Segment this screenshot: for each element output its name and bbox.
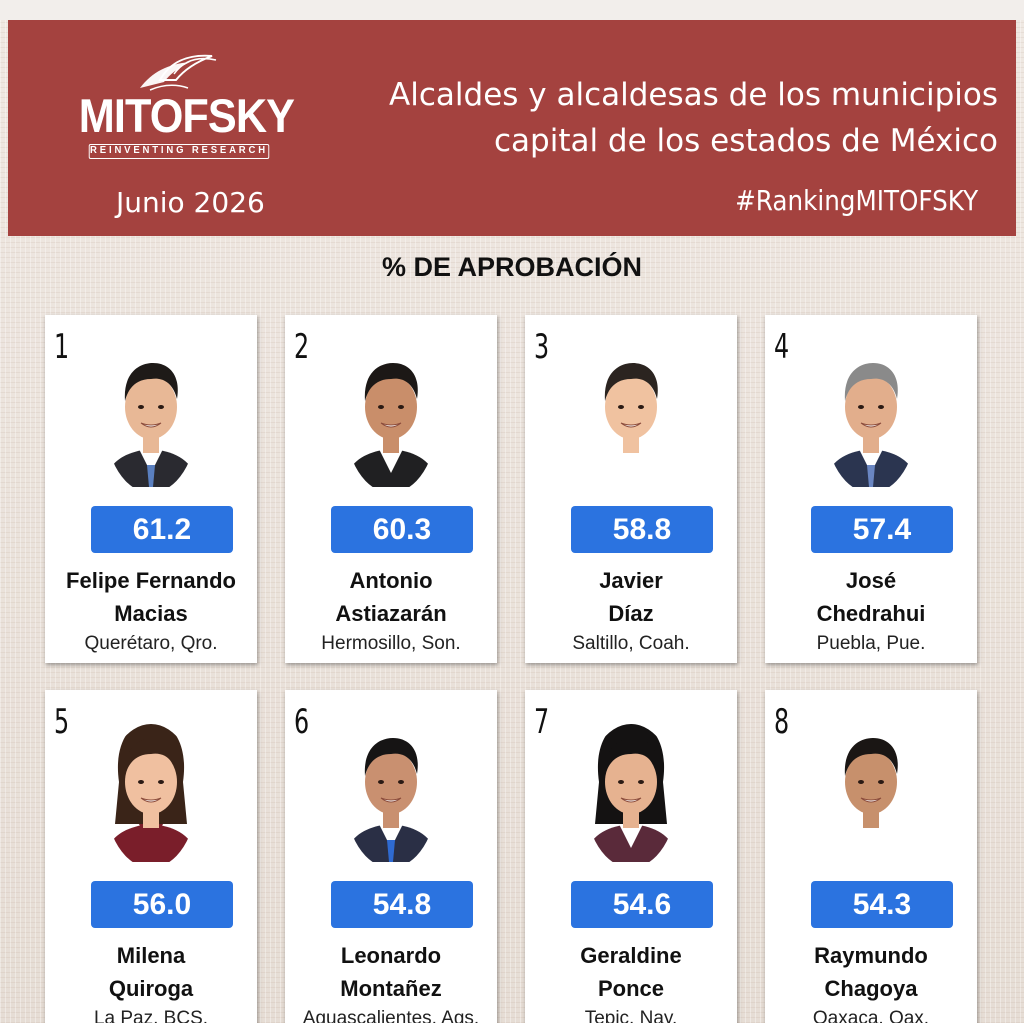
mayor-first-name: Milena — [116, 943, 186, 968]
ranking-card: 1 — [45, 315, 257, 663]
mayor-first-name: Raymundo — [814, 943, 928, 968]
ranking-card: 3 — [525, 315, 737, 663]
header-banner: MITOFSKY REINVENTING RESEARCH Junio 2026… — [8, 20, 1016, 236]
mayor-last-name: Ponce — [597, 976, 665, 1001]
report-date: Junio 2026 — [116, 186, 265, 219]
rank-number: 7 — [534, 702, 550, 742]
rank-number: 2 — [294, 327, 310, 367]
person-icon — [825, 349, 917, 487]
title-line-1: Alcaldes y alcaldesas de los municipios — [389, 77, 998, 113]
person-icon — [105, 724, 197, 862]
rank-number: 8 — [774, 702, 790, 742]
approval-score-badge: 56.0 — [91, 881, 233, 928]
ranking-card: 4 — [765, 315, 977, 663]
municipality-label: Oaxaca, Oax. — [812, 1008, 930, 1023]
rank-number: 6 — [294, 702, 310, 742]
portrait-photo — [583, 337, 679, 487]
portrait-photo — [343, 712, 439, 862]
mayor-last-name: Chagoya — [824, 976, 918, 1001]
mayor-last-name: Díaz — [608, 601, 654, 626]
municipality-label: Tepic, Nay. — [584, 1008, 678, 1023]
approval-score-badge: 54.6 — [571, 881, 713, 928]
approval-score-badge: 61.2 — [91, 506, 233, 553]
municipality-label: Saltillo, Coah. — [572, 633, 690, 654]
mayor-first-name: Antonio — [349, 568, 433, 593]
ranking-card: 6 — [285, 690, 497, 1023]
approval-score-badge: 60.3 — [331, 506, 473, 553]
ranking-card: 7 — [525, 690, 737, 1023]
portrait-photo — [583, 712, 679, 862]
mayor-last-name: Astiazarán — [335, 601, 447, 626]
bird-logo-icon — [140, 54, 217, 91]
person-icon — [345, 724, 437, 862]
mitofsky-logo: MITOFSKY REINVENTING RESEARCH — [70, 50, 295, 180]
hashtag: #RankingMITOFSKY — [734, 184, 978, 217]
mayor-last-name: Montañez — [340, 976, 442, 1001]
approval-score-badge: 58.8 — [571, 506, 713, 553]
municipality-label: Aguascalientes, Ags. — [302, 1008, 480, 1023]
person-icon — [825, 724, 917, 862]
mayor-first-name: Geraldine — [580, 943, 682, 968]
ranking-card: 5 — [45, 690, 257, 1023]
municipality-label: Hermosillo, Son. — [321, 633, 461, 654]
portrait-photo — [823, 337, 919, 487]
approval-score-badge: 54.3 — [811, 881, 953, 928]
mayor-first-name: Leonardo — [340, 943, 442, 968]
person-icon — [105, 349, 197, 487]
person-icon — [585, 724, 677, 862]
person-icon — [345, 349, 437, 487]
mayor-last-name: Macias — [114, 601, 188, 626]
portrait-photo — [103, 337, 199, 487]
mayor-last-name: Quiroga — [108, 976, 194, 1001]
portrait-photo — [343, 337, 439, 487]
mayor-first-name: José — [845, 568, 897, 593]
mayor-last-name: Chedrahui — [816, 601, 926, 626]
municipality-label: La Paz, BCS. — [93, 1008, 209, 1023]
rank-number: 3 — [534, 327, 550, 367]
title-line-2: capital de los estados de México — [493, 123, 998, 159]
approval-score-badge: 54.8 — [331, 881, 473, 928]
rank-number: 4 — [774, 327, 790, 367]
rank-number: 5 — [54, 702, 70, 742]
approval-score-badge: 57.4 — [811, 506, 953, 553]
ranking-card: 8 — [765, 690, 977, 1023]
ranking-card: 2 — [285, 315, 497, 663]
portrait-photo — [103, 712, 199, 862]
top-strip — [0, 0, 1024, 20]
rank-number: 1 — [54, 327, 70, 367]
portrait-photo — [823, 712, 919, 862]
person-icon — [585, 349, 677, 487]
municipality-label: Puebla, Pue. — [816, 633, 926, 654]
section-title: % DE APROBACIÓN — [381, 252, 643, 282]
mayor-first-name: Felipe Fernando — [66, 568, 236, 593]
page-title: Alcaldes y alcaldesas de los municipios … — [318, 72, 998, 164]
mayor-first-name: Javier — [599, 568, 663, 593]
logo-tagline: REINVENTING RESEARCH — [88, 144, 270, 159]
municipality-label: Querétaro, Qro. — [84, 633, 218, 654]
logo-wordmark: MITOFSKY — [78, 89, 295, 142]
